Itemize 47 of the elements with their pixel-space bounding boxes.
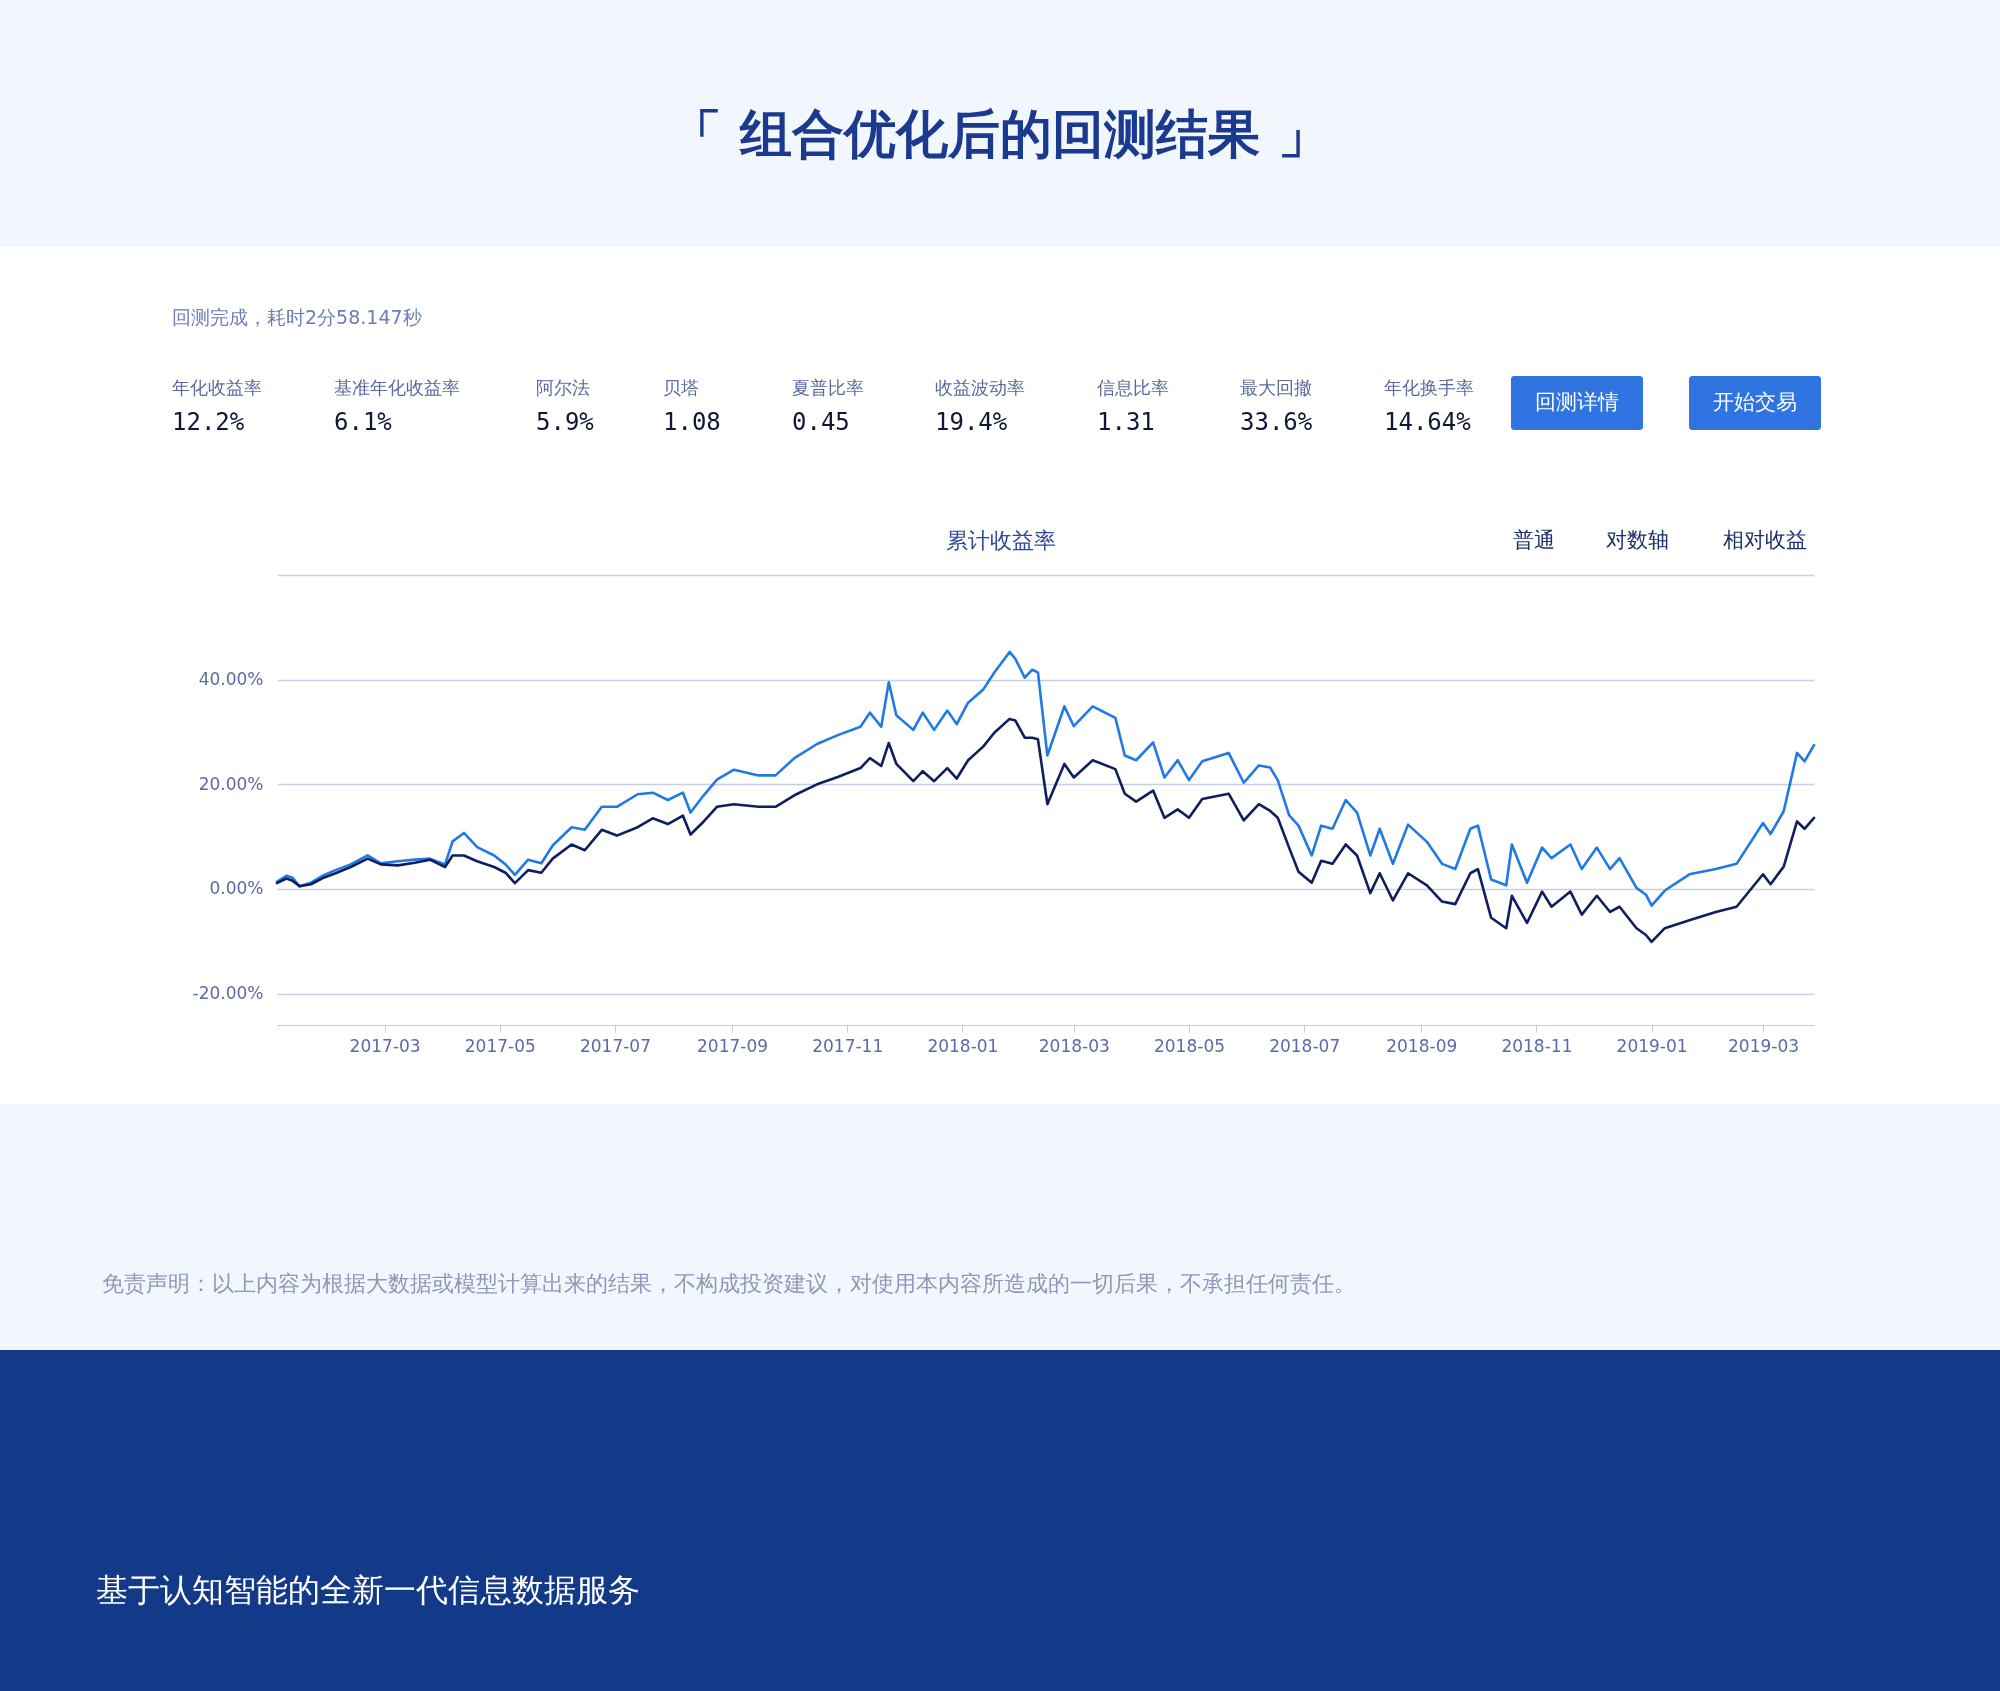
x-tick-label: 2018-03 bbox=[1038, 1035, 1110, 1056]
line-series bbox=[275, 717, 1816, 944]
text: 1.08 bbox=[663, 408, 721, 436]
text: 相对收益 bbox=[1723, 528, 1807, 552]
text: 年化换手率 bbox=[1384, 377, 1474, 398]
y-tick-label: 20.00% bbox=[198, 773, 264, 794]
text: 19.4% bbox=[935, 408, 1008, 436]
x-tick-label: 2018-11 bbox=[1501, 1035, 1573, 1056]
text: 开始交易 bbox=[1713, 390, 1797, 414]
text: 基准年化收益率 bbox=[334, 377, 460, 398]
text: 夏普比率 bbox=[792, 377, 864, 398]
x-tick-label: 2017-11 bbox=[812, 1035, 884, 1056]
text: 贝塔 bbox=[663, 377, 699, 398]
text: 回测详情 bbox=[1535, 390, 1619, 414]
x-tick-label: 2018-01 bbox=[927, 1035, 999, 1056]
text: 基于认知智能的全新一代信息数据服务 bbox=[96, 1571, 640, 1609]
x-tick-label: 2018-07 bbox=[1269, 1035, 1341, 1056]
y-tick-label: -20.00% bbox=[192, 983, 264, 1004]
text: 收益波动率 bbox=[935, 377, 1025, 398]
x-tick-label: 2017-07 bbox=[579, 1035, 651, 1056]
x-tick-label: 2019-01 bbox=[1616, 1035, 1688, 1056]
text: 1.31 bbox=[1097, 408, 1155, 436]
x-tick-label: 2018-05 bbox=[1153, 1035, 1226, 1056]
text: 免责声明：以上内容为根据大数据或模型计算出来的结果，不构成投资建议，对使用本内容所造成的一切后果，不承担任何责任。 bbox=[102, 1271, 1356, 1296]
text: 阿尔法 bbox=[536, 377, 590, 398]
text: 年化收益率 bbox=[172, 377, 262, 398]
x-tick-label: 2017-03 bbox=[349, 1035, 421, 1056]
text: 「 组合优化后的回测结果 」 bbox=[669, 104, 1331, 164]
text: 对数轴 bbox=[1606, 528, 1669, 552]
text: 普通 bbox=[1513, 528, 1555, 552]
x-tick-label: 2019-03 bbox=[1728, 1035, 1800, 1056]
x-tick-label: 2017-05 bbox=[464, 1035, 536, 1056]
text: 33.6% bbox=[1240, 408, 1313, 436]
text: 回测完成，耗时2分58.147秒 bbox=[172, 306, 422, 328]
text: 0.45 bbox=[792, 408, 850, 436]
y-tick-label: 0.00% bbox=[209, 878, 264, 899]
x-tick-label: 2018-09 bbox=[1386, 1035, 1458, 1056]
line-series bbox=[275, 650, 1816, 907]
text: 信息比率 bbox=[1097, 377, 1169, 398]
text: 14.64% bbox=[1384, 408, 1472, 436]
text: 6.1% bbox=[334, 408, 393, 436]
x-tick-label: 2017-09 bbox=[697, 1035, 769, 1056]
chart-title: 累计收益率 bbox=[946, 528, 1056, 553]
text: 12.2% bbox=[172, 408, 245, 436]
text: 5.9% bbox=[536, 408, 595, 436]
text: 最大回撤 bbox=[1240, 377, 1312, 398]
y-tick-label: 40.00% bbox=[198, 669, 264, 690]
